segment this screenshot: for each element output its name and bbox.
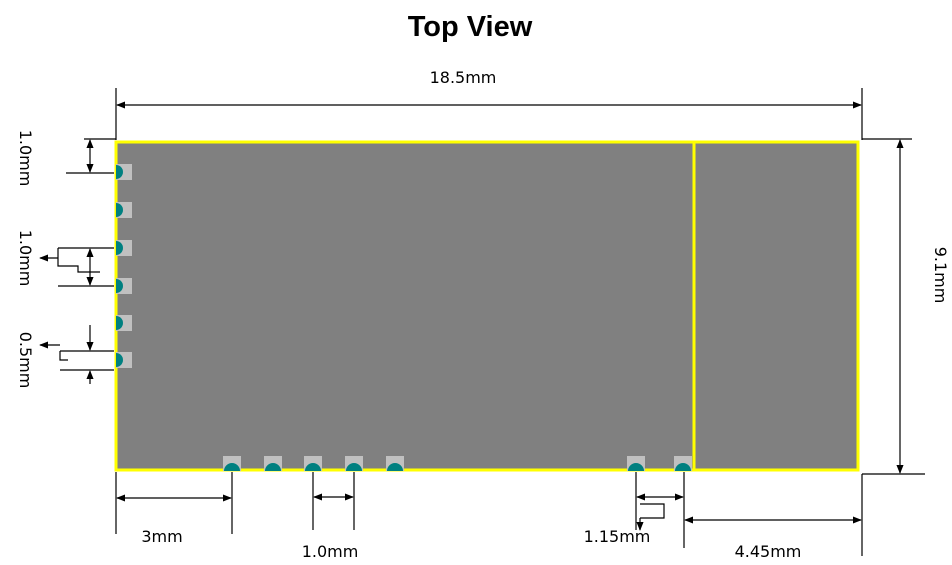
pad (116, 164, 132, 180)
dimension-right-section-label: 4.45mm (735, 542, 802, 561)
dimension-left-pad: 0.5mm (16, 325, 114, 388)
dimension-bottom-pitch-label: 1.0mm (302, 542, 359, 561)
dimension-height: 9.1mm (862, 139, 950, 474)
module-board (116, 142, 858, 470)
pad (116, 240, 132, 256)
dimension-left-pad-label: 0.5mm (16, 332, 35, 389)
dimension-first-pad-label: 3mm (141, 527, 182, 546)
pad (627, 456, 645, 471)
dimension-left-pitch-label: 1.0mm (16, 230, 35, 287)
pad (264, 456, 282, 471)
pad (116, 278, 132, 294)
dimension-pad-gap-label: 1.15mm (584, 527, 651, 546)
dimension-height-label: 9.1mm (931, 247, 950, 304)
dimension-top-offset-label: 1.0mm (16, 130, 35, 187)
page-title: Top View (408, 11, 533, 43)
dimension-bottom-pitch: 1.0mm (302, 472, 359, 561)
dimension-first-pad: 3mm (116, 472, 232, 546)
pad (345, 456, 363, 471)
dimension-right-section: 4.45mm (685, 474, 862, 561)
dimension-pad-gap: 1.15mm (584, 472, 684, 548)
pad (674, 456, 692, 471)
dimension-width-label: 18.5mm (430, 68, 497, 87)
pad (223, 456, 241, 471)
dimension-width: 18.5mm (116, 68, 862, 140)
pad (304, 456, 322, 471)
dimension-left-pitch: 1.0mm (16, 230, 114, 287)
pad (116, 352, 132, 368)
pad (116, 315, 132, 331)
pad (386, 456, 404, 471)
dimension-top-offset: 1.0mm (16, 130, 116, 187)
pad (116, 202, 132, 218)
